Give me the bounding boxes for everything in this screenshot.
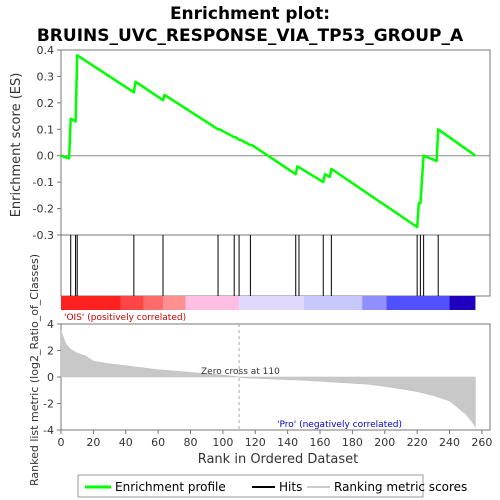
legend-label-enrichment: Enrichment profile <box>115 480 226 494</box>
legend-label-ranking: Ranking metric scores <box>334 480 467 494</box>
heatmap-segment <box>303 296 363 310</box>
legend-box <box>77 474 424 498</box>
es-ytick-label: -0.1 <box>33 176 54 189</box>
metric-ytick-label: 0 <box>47 371 54 384</box>
es-ytick-label: 0.2 <box>37 97 55 110</box>
x-tick-label: 60 <box>151 436 165 449</box>
heatmap-bar <box>61 296 476 310</box>
hits-panel <box>60 234 491 297</box>
heatmap-segment <box>120 296 144 310</box>
metric-ytick-label: 4 <box>47 318 54 331</box>
negative-label: 'Pro' (negatively correlated) <box>277 420 402 430</box>
hits-frame <box>60 234 491 297</box>
x-axis-label: Rank in Ordered Dataset <box>198 452 359 467</box>
heatmap-segment <box>162 296 186 310</box>
x-tick-label: 0 <box>58 436 65 449</box>
es-plot-frame <box>60 49 491 236</box>
es-panel: 0.4 0.3 0.2 0.1 0.0 -0.1 -0.2 -0.3 <box>33 44 491 242</box>
metric-panel: 4 2 0 -2 -4 <box>43 318 491 437</box>
heatmap-segment <box>143 296 163 310</box>
x-tick-label: 180 <box>342 436 363 449</box>
heatmap-segment <box>362 296 387 310</box>
heatmap-segment <box>185 296 240 310</box>
heatmap-segment <box>239 296 304 310</box>
x-tick-label: 40 <box>119 436 133 449</box>
heatmap-segment <box>61 296 121 310</box>
chart-title-line1: Enrichment plot: <box>170 4 330 24</box>
zero-cross-label: Zero cross at 110 <box>201 367 280 377</box>
positive-label: 'OIS' (positively correlated) <box>64 313 186 323</box>
x-axis: 0 20 40 60 80 100 120 140 160 180 200 220 240 260 <box>58 430 492 449</box>
es-ytick-label: 0.3 <box>37 70 55 83</box>
chart-title-line2: BRUINS_UVC_RESPONSE_VIA_TP53_GROUP_A <box>37 26 464 46</box>
heatmap-segment <box>449 296 476 310</box>
metric-ytick-label: -2 <box>43 398 54 411</box>
es-ytick-label: -0.3 <box>33 229 54 242</box>
legend-label-hits: Hits <box>279 480 302 494</box>
x-tick-label: 120 <box>245 436 266 449</box>
x-tick-label: 140 <box>277 436 298 449</box>
x-tick-label: 220 <box>407 436 428 449</box>
heatmap-segment <box>386 296 450 310</box>
x-tick-label: 260 <box>471 436 492 449</box>
x-tick-label: 240 <box>439 436 460 449</box>
es-ytick-label: -0.2 <box>33 203 54 216</box>
metric-ylabel: Ranked list metric (log2_Ratio_of_Classe… <box>28 254 41 486</box>
legend: Enrichment profile Hits Ranking metric s… <box>77 474 467 498</box>
ranking-metric-area <box>60 330 476 429</box>
x-tick-label: 200 <box>374 436 395 449</box>
es-ytick-label: 0.1 <box>37 123 55 136</box>
x-tick-label: 20 <box>86 436 100 449</box>
metric-ytick-label: -4 <box>43 424 54 437</box>
x-tick-label: 160 <box>310 436 331 449</box>
es-ytick-label: 0.4 <box>37 44 55 57</box>
metric-ytick-label: 2 <box>47 345 54 358</box>
es-ytick-label: 0.0 <box>37 150 55 163</box>
x-tick-label: 80 <box>184 436 198 449</box>
enrichment-profile-line <box>60 54 477 229</box>
x-tick-label: 100 <box>212 436 233 449</box>
es-ylabel: Enrichment score (ES) <box>9 73 24 218</box>
